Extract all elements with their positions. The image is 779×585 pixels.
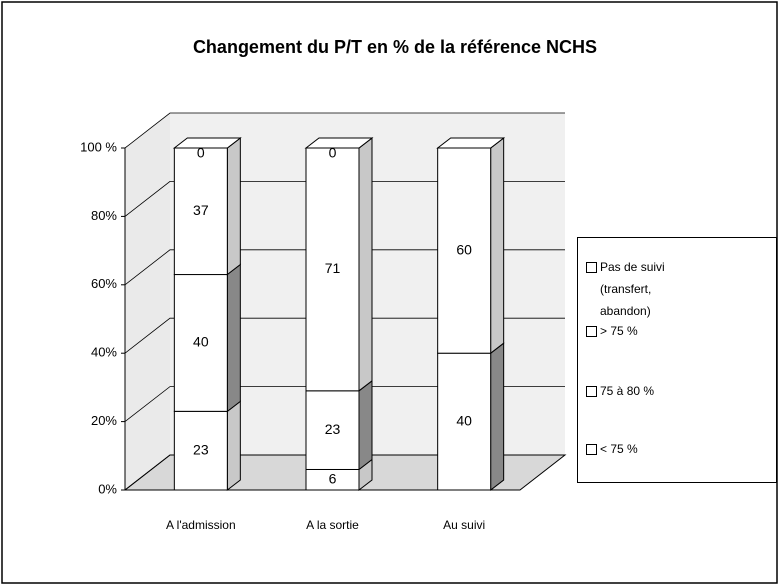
legend-swatch [586,326,597,337]
grid-line [124,454,565,491]
bar [437,352,492,491]
legend-label: < 75 % [600,442,638,456]
y-tick-label: 20% [91,413,117,428]
y-tick-label: 80% [91,208,117,223]
bar-top [304,137,374,149]
bar-side [226,400,241,492]
bar-side [358,379,373,471]
data-label: 23 [325,421,341,437]
bar [173,410,228,491]
data-label: 71 [325,260,341,276]
y-tick-label: 60% [91,276,117,291]
legend-label: Pas de suivi (transfert, abandon) [600,260,665,318]
bar-side [226,263,241,413]
legend-label: > 75 % [600,324,638,338]
legend-item: Pas de suivi (transfert, abandon) [586,256,771,322]
bar-side [490,342,505,492]
y-tick-label: 100 % [80,139,117,154]
legend-item: 75 à 80 % [586,380,771,402]
data-label: 23 [193,441,209,457]
data-label: 0 [329,145,337,161]
side-wall [125,113,170,490]
grid-line [124,317,565,354]
grid-line [124,180,565,217]
data-label: 40 [193,334,209,350]
bar-top [436,137,506,149]
x-tick-label: Au suivi [443,518,485,532]
legend-swatch [586,386,597,397]
bar-side [490,136,505,355]
x-tick-label: A la sortie [306,518,359,532]
data-label: 6 [329,470,337,486]
bar [173,274,228,412]
y-tick-label: 40% [91,345,117,360]
y-tick-label: 0% [98,481,117,496]
data-label: 60 [456,241,472,257]
grid-line [124,112,565,149]
legend: Pas de suivi (transfert, abandon) > 75 % 7… [577,237,777,483]
bar-side [226,136,241,276]
data-label: 40 [456,412,472,428]
bar [173,147,228,276]
bar-top [172,137,242,149]
legend-item: > 75 % [586,320,771,342]
data-label: 0 [197,145,205,161]
x-tick-label: A l'admission [166,518,236,532]
bar [437,147,492,354]
legend-label: 75 à 80 % [600,384,655,398]
legend-item: < 75 % [586,438,771,460]
legend-swatch [586,444,597,455]
legend-swatch [586,262,597,273]
chart-title: Changement du P/T en % de la référence N… [193,37,597,57]
bar-side [358,136,373,392]
grid-line [124,386,565,422]
data-label: 37 [193,202,209,218]
bar [305,147,360,392]
bar [305,390,360,470]
grid-line [124,249,565,286]
